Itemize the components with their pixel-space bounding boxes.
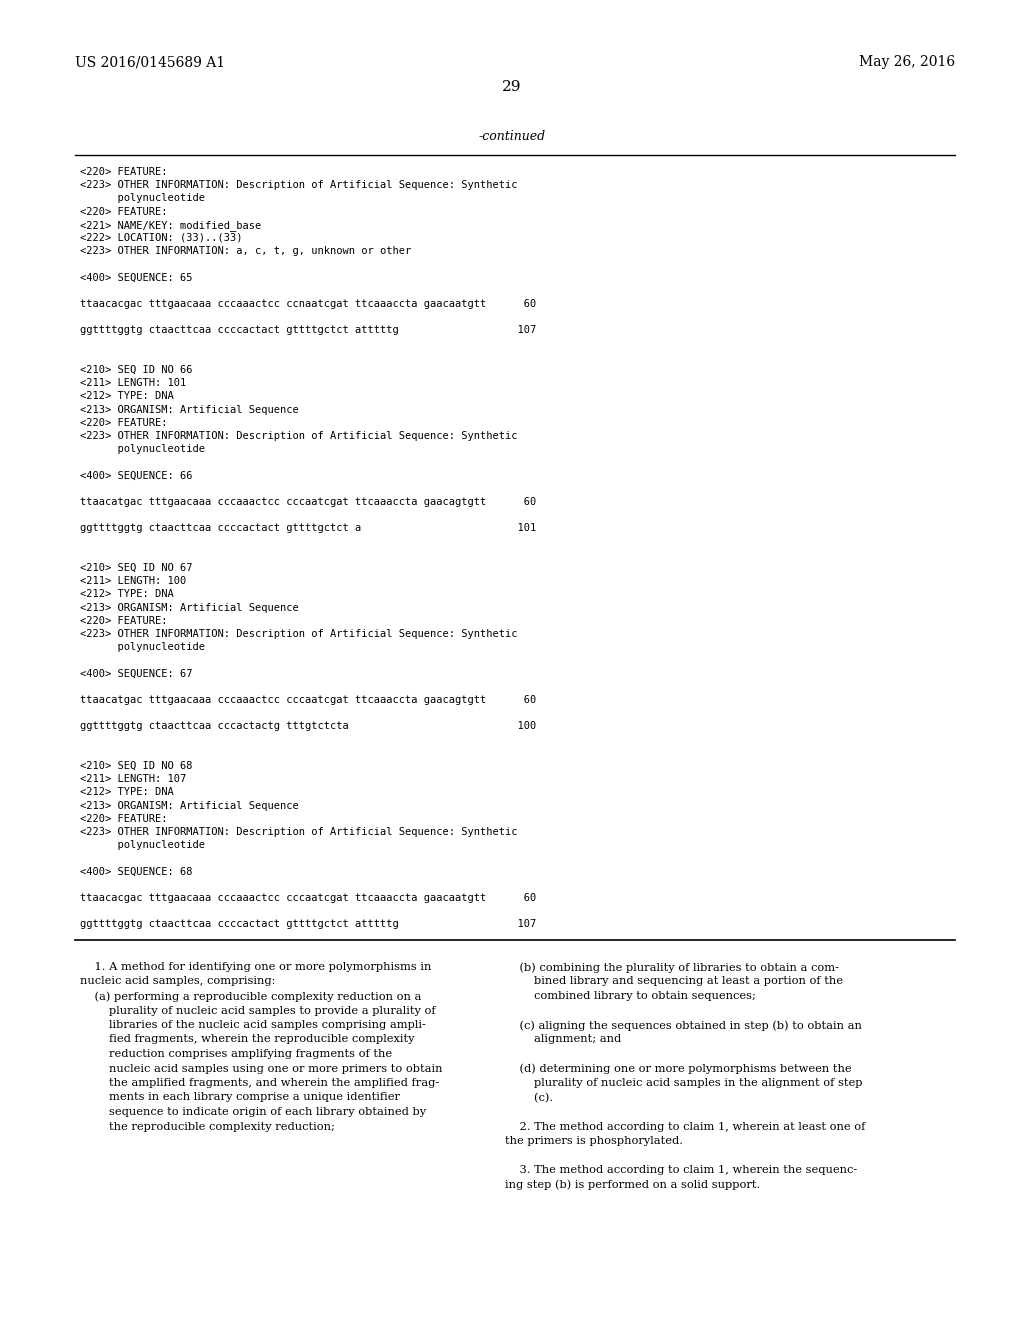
Text: <210> SEQ ID NO 67: <210> SEQ ID NO 67 bbox=[80, 564, 193, 573]
Text: <223> OTHER INFORMATION: Description of Artificial Sequence: Synthetic: <223> OTHER INFORMATION: Description of … bbox=[80, 828, 517, 837]
Text: <213> ORGANISM: Artificial Sequence: <213> ORGANISM: Artificial Sequence bbox=[80, 405, 299, 414]
Text: combined library to obtain sequences;: combined library to obtain sequences; bbox=[505, 991, 756, 1001]
Text: 29: 29 bbox=[502, 81, 522, 94]
Text: <223> OTHER INFORMATION: Description of Artificial Sequence: Synthetic: <223> OTHER INFORMATION: Description of … bbox=[80, 630, 517, 639]
Text: fied fragments, wherein the reproducible complexity: fied fragments, wherein the reproducible… bbox=[80, 1035, 415, 1044]
Text: <220> FEATURE:: <220> FEATURE: bbox=[80, 814, 168, 824]
Text: ggttttggtg ctaacttcaa cccactactg tttgtctcta                           100: ggttttggtg ctaacttcaa cccactactg tttgtct… bbox=[80, 722, 537, 731]
Text: <212> TYPE: DNA: <212> TYPE: DNA bbox=[80, 590, 174, 599]
Text: (a) performing a reproducible complexity reduction on a: (a) performing a reproducible complexity… bbox=[80, 991, 421, 1002]
Text: -continued: -continued bbox=[478, 129, 546, 143]
Text: US 2016/0145689 A1: US 2016/0145689 A1 bbox=[75, 55, 225, 69]
Text: <211> LENGTH: 101: <211> LENGTH: 101 bbox=[80, 379, 186, 388]
Text: <400> SEQUENCE: 65: <400> SEQUENCE: 65 bbox=[80, 273, 193, 282]
Text: polynucleotide: polynucleotide bbox=[80, 643, 205, 652]
Text: polynucleotide: polynucleotide bbox=[80, 445, 205, 454]
Text: the primers is phosphorylated.: the primers is phosphorylated. bbox=[505, 1137, 683, 1146]
Text: <211> LENGTH: 100: <211> LENGTH: 100 bbox=[80, 577, 186, 586]
Text: nucleic acid samples, comprising:: nucleic acid samples, comprising: bbox=[80, 977, 275, 986]
Text: ttaacacgac tttgaacaaa cccaaactcc cccaatcgat ttcaaaccta gaacaatgtt      60: ttaacacgac tttgaacaaa cccaaactcc cccaatc… bbox=[80, 894, 537, 903]
Text: ggttttggtg ctaacttcaa ccccactact gttttgctct atttttg                   107: ggttttggtg ctaacttcaa ccccactact gttttgc… bbox=[80, 326, 537, 335]
Text: ttaacatgac tttgaacaaa cccaaactcc cccaatcgat ttcaaaccta gaacagtgtt      60: ttaacatgac tttgaacaaa cccaaactcc cccaatc… bbox=[80, 498, 537, 507]
Text: <400> SEQUENCE: 68: <400> SEQUENCE: 68 bbox=[80, 867, 193, 876]
Text: <213> ORGANISM: Artificial Sequence: <213> ORGANISM: Artificial Sequence bbox=[80, 801, 299, 810]
Text: May 26, 2016: May 26, 2016 bbox=[859, 55, 955, 69]
Text: <211> LENGTH: 107: <211> LENGTH: 107 bbox=[80, 775, 186, 784]
Text: <221> NAME/KEY: modified_base: <221> NAME/KEY: modified_base bbox=[80, 220, 261, 231]
Text: <222> LOCATION: (33)..(33): <222> LOCATION: (33)..(33) bbox=[80, 234, 243, 243]
Text: ggttttggtg ctaacttcaa ccccactact gttttgctct a                         101: ggttttggtg ctaacttcaa ccccactact gttttgc… bbox=[80, 524, 537, 533]
Text: the amplified fragments, and wherein the amplified frag-: the amplified fragments, and wherein the… bbox=[80, 1078, 439, 1088]
Text: (b) combining the plurality of libraries to obtain a com-: (b) combining the plurality of libraries… bbox=[505, 962, 839, 973]
Text: <400> SEQUENCE: 66: <400> SEQUENCE: 66 bbox=[80, 471, 193, 480]
Text: polynucleotide: polynucleotide bbox=[80, 194, 205, 203]
Text: 2. The method according to claim 1, wherein at least one of: 2. The method according to claim 1, wher… bbox=[505, 1122, 865, 1131]
Text: 3. The method according to claim 1, wherein the sequenc-: 3. The method according to claim 1, wher… bbox=[505, 1166, 857, 1175]
Text: ggttttggtg ctaacttcaa ccccactact gttttgctct atttttg                   107: ggttttggtg ctaacttcaa ccccactact gttttgc… bbox=[80, 920, 537, 929]
Text: libraries of the nucleic acid samples comprising ampli-: libraries of the nucleic acid samples co… bbox=[80, 1020, 426, 1030]
Text: <400> SEQUENCE: 67: <400> SEQUENCE: 67 bbox=[80, 669, 193, 678]
Text: <220> FEATURE:: <220> FEATURE: bbox=[80, 207, 168, 216]
Text: polynucleotide: polynucleotide bbox=[80, 841, 205, 850]
Text: (c).: (c). bbox=[505, 1093, 553, 1102]
Text: <220> FEATURE:: <220> FEATURE: bbox=[80, 418, 168, 428]
Text: (c) aligning the sequences obtained in step (b) to obtain an: (c) aligning the sequences obtained in s… bbox=[505, 1020, 862, 1031]
Text: ttaacacgac tttgaacaaa cccaaactcc ccnaatcgat ttcaaaccta gaacaatgtt      60: ttaacacgac tttgaacaaa cccaaactcc ccnaatc… bbox=[80, 300, 537, 309]
Text: ments in each library comprise a unique identifier: ments in each library comprise a unique … bbox=[80, 1093, 400, 1102]
Text: nucleic acid samples using one or more primers to obtain: nucleic acid samples using one or more p… bbox=[80, 1064, 442, 1073]
Text: <220> FEATURE:: <220> FEATURE: bbox=[80, 168, 168, 177]
Text: <212> TYPE: DNA: <212> TYPE: DNA bbox=[80, 392, 174, 401]
Text: <223> OTHER INFORMATION: Description of Artificial Sequence: Synthetic: <223> OTHER INFORMATION: Description of … bbox=[80, 181, 517, 190]
Text: <220> FEATURE:: <220> FEATURE: bbox=[80, 616, 168, 626]
Text: ttaacatgac tttgaacaaa cccaaactcc cccaatcgat ttcaaaccta gaacagtgtt      60: ttaacatgac tttgaacaaa cccaaactcc cccaatc… bbox=[80, 696, 537, 705]
Text: <213> ORGANISM: Artificial Sequence: <213> ORGANISM: Artificial Sequence bbox=[80, 603, 299, 612]
Text: <210> SEQ ID NO 66: <210> SEQ ID NO 66 bbox=[80, 366, 193, 375]
Text: <210> SEQ ID NO 68: <210> SEQ ID NO 68 bbox=[80, 762, 193, 771]
Text: <223> OTHER INFORMATION: a, c, t, g, unknown or other: <223> OTHER INFORMATION: a, c, t, g, unk… bbox=[80, 247, 412, 256]
Text: <223> OTHER INFORMATION: Description of Artificial Sequence: Synthetic: <223> OTHER INFORMATION: Description of … bbox=[80, 432, 517, 441]
Text: reduction comprises amplifying fragments of the: reduction comprises amplifying fragments… bbox=[80, 1049, 392, 1059]
Text: the reproducible complexity reduction;: the reproducible complexity reduction; bbox=[80, 1122, 335, 1131]
Text: plurality of nucleic acid samples to provide a plurality of: plurality of nucleic acid samples to pro… bbox=[80, 1006, 435, 1015]
Text: alignment; and: alignment; and bbox=[505, 1035, 622, 1044]
Text: bined library and sequencing at least a portion of the: bined library and sequencing at least a … bbox=[505, 977, 843, 986]
Text: (d) determining one or more polymorphisms between the: (d) determining one or more polymorphism… bbox=[505, 1064, 852, 1074]
Text: ing step (b) is performed on a solid support.: ing step (b) is performed on a solid sup… bbox=[505, 1180, 760, 1191]
Text: <212> TYPE: DNA: <212> TYPE: DNA bbox=[80, 788, 174, 797]
Text: sequence to indicate origin of each library obtained by: sequence to indicate origin of each libr… bbox=[80, 1107, 426, 1117]
Text: plurality of nucleic acid samples in the alignment of step: plurality of nucleic acid samples in the… bbox=[505, 1078, 862, 1088]
Text: 1. A method for identifying one or more polymorphisms in: 1. A method for identifying one or more … bbox=[80, 962, 431, 972]
